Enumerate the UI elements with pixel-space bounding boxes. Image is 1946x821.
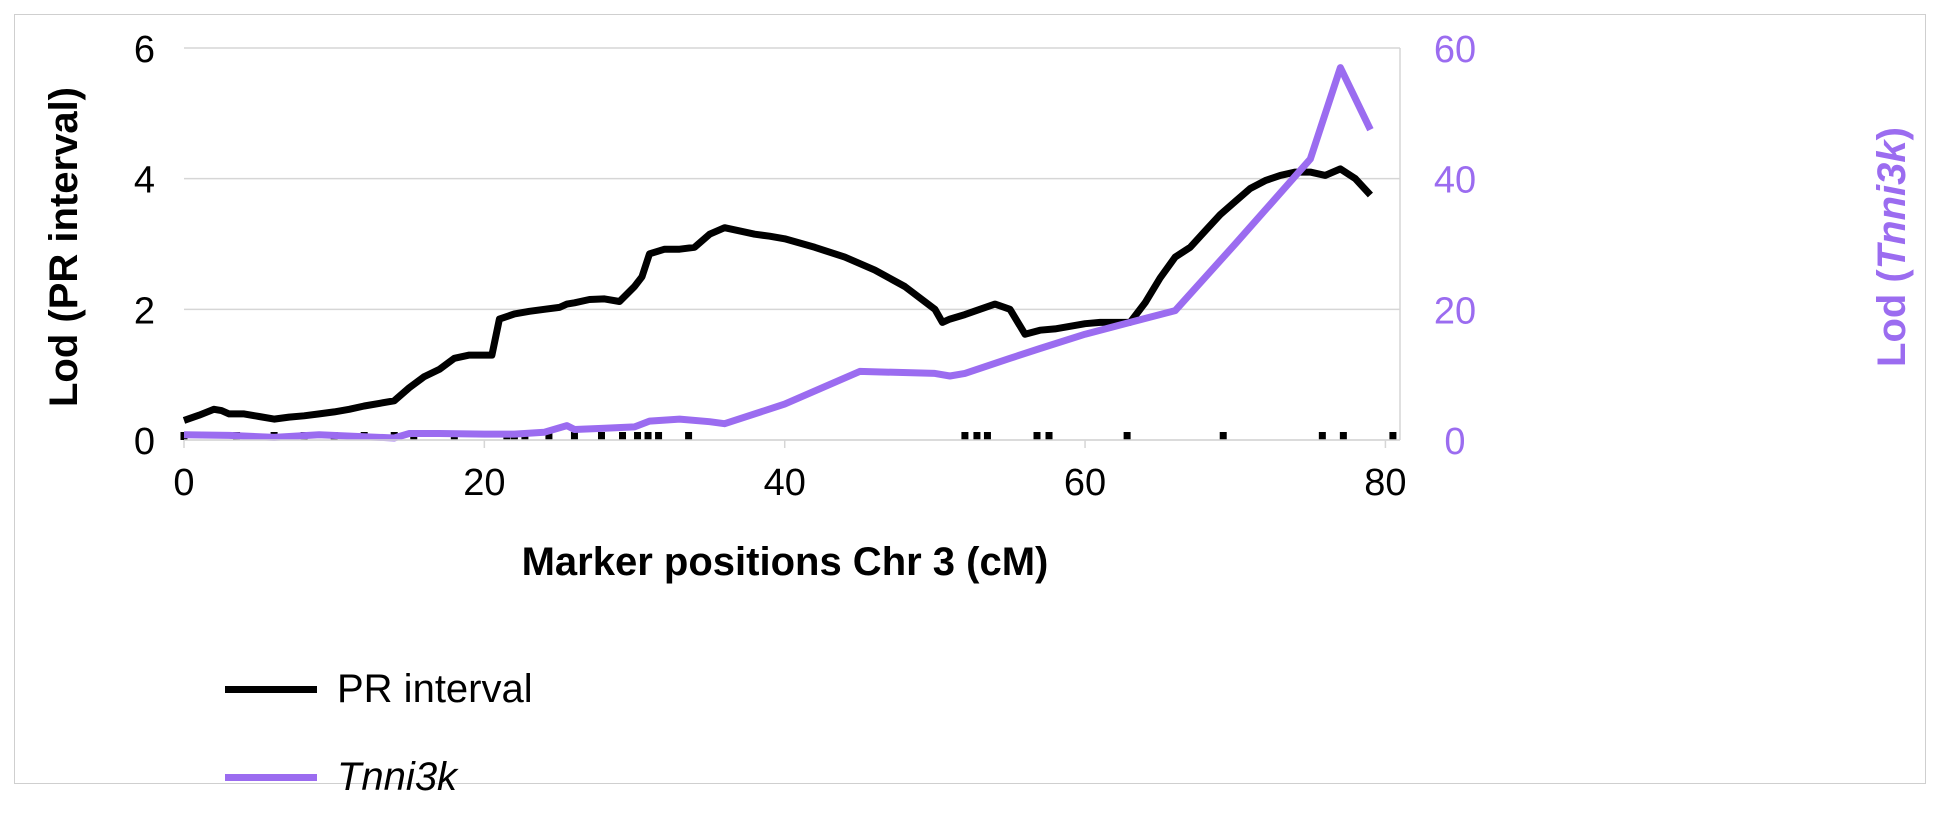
marker-tick (961, 432, 969, 440)
y-axis-right-label-prefix: Lod ( (1870, 269, 1914, 367)
chart-frame: 0 20 40 60 80 0 2 4 6 0 20 40 60 Marker positions Ch… (14, 14, 1926, 799)
marker-tick (1219, 432, 1227, 440)
marker-tick (619, 432, 627, 440)
y-axis-right-label-suffix: ) (1870, 127, 1914, 140)
marker-tick (597, 432, 605, 440)
legend-swatch-tnni3k (225, 773, 317, 781)
y-axis-left-label: Lod (PR interval) (42, 87, 86, 407)
marker-tick (1339, 432, 1347, 440)
series-line-pr-interval (182, 165, 1373, 424)
x-tick-label-80: 80 (1364, 462, 1406, 504)
x-tick-label-20: 20 (463, 462, 505, 504)
y-left-tick-label-0: 0 (134, 421, 155, 463)
marker-tick (1389, 432, 1397, 440)
marker-tick (655, 432, 663, 440)
marker-tick (1045, 432, 1053, 440)
legend: PR interval Tnni3k (225, 645, 533, 821)
legend-label-tnni3k: Tnni3k (337, 754, 458, 799)
legend-item-tnni3k: Tnni3k (225, 733, 533, 821)
legend-item-pr-interval: PR interval (225, 645, 533, 733)
y-axis-right-label: Lod (Tnni3k) (1870, 127, 1914, 367)
marker-tick (545, 432, 553, 440)
marker-tick (644, 432, 652, 440)
x-tick-label-40: 40 (764, 462, 806, 504)
y-right-tick-label-0: 0 (1444, 421, 1465, 463)
legend-swatch-pr-interval (225, 685, 317, 693)
y-axis-right-label-gene: Tnni3k (1870, 139, 1914, 270)
y-left-tick-label-2: 2 (134, 290, 155, 332)
y-right-tick-label-20: 20 (1434, 290, 1476, 332)
x-tick-label-60: 60 (1064, 462, 1106, 504)
series-layer (182, 64, 1374, 442)
marker-tick (973, 432, 981, 440)
y-right-tick-label-60: 60 (1434, 29, 1476, 71)
y-left-tick-label-4: 4 (134, 160, 155, 202)
marker-tick (634, 432, 642, 440)
marker-tick (685, 432, 693, 440)
marker-tick (1318, 432, 1326, 440)
x-axis-label: Marker positions Chr 3 (cM) (522, 540, 1049, 584)
legend-label-pr-interval: PR interval (337, 666, 533, 711)
series-line-tnni3k (183, 64, 1374, 442)
marker-tick (570, 432, 578, 440)
x-tick-label-0: 0 (173, 462, 194, 504)
marker-tick (983, 432, 991, 440)
y-left-tick-label-6: 6 (134, 29, 155, 71)
marker-tick (1123, 432, 1131, 440)
y-right-tick-label-40: 40 (1434, 160, 1476, 202)
axes (184, 48, 1401, 441)
marker-tick (1033, 432, 1041, 440)
